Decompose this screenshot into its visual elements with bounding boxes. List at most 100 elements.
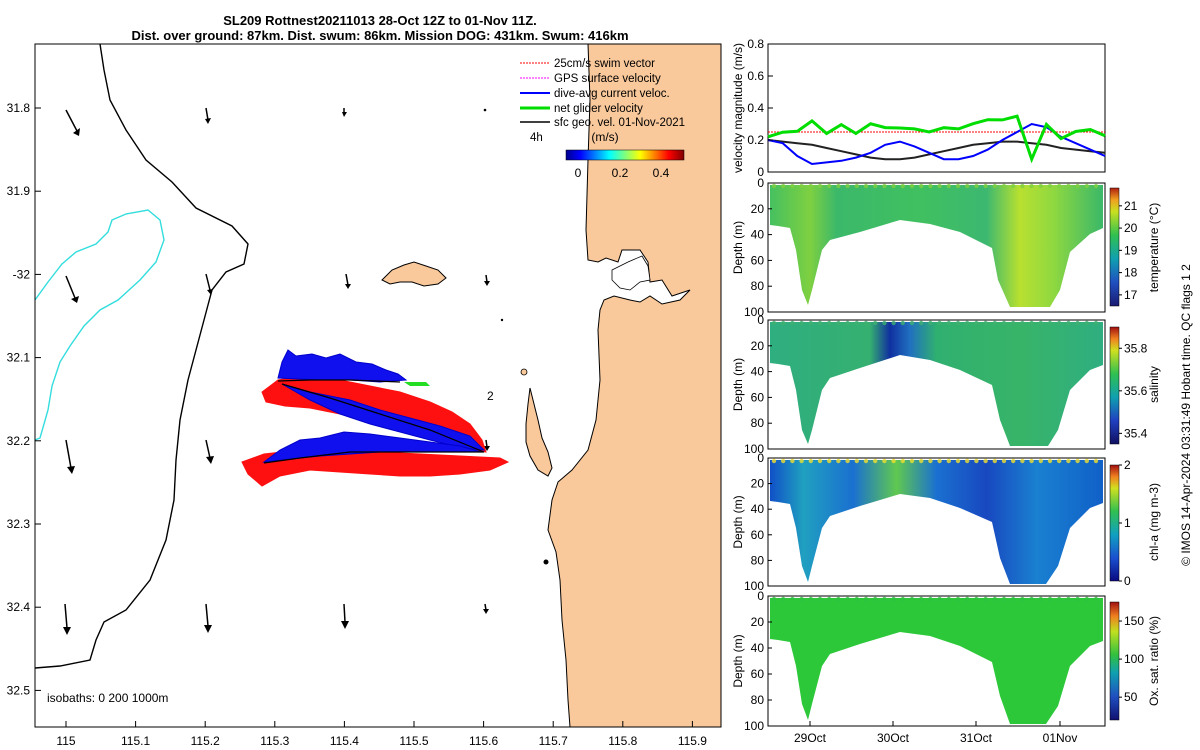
current-arrow bbox=[205, 273, 213, 295]
sample-dot bbox=[965, 320, 970, 326]
sample-dot bbox=[836, 183, 841, 189]
section-ylabel: Depth (m) bbox=[731, 634, 745, 687]
sample-dot bbox=[882, 183, 887, 189]
depth-tick: 100 bbox=[744, 579, 764, 593]
isobath-1000 bbox=[35, 209, 165, 441]
sample-dot bbox=[882, 458, 887, 464]
river bbox=[611, 255, 651, 291]
sample-dot bbox=[1011, 183, 1016, 189]
sample-dot bbox=[827, 596, 832, 602]
sample-dot bbox=[1084, 183, 1090, 189]
colorbar-tick: 1 bbox=[1124, 516, 1131, 530]
legend-label-geo: sfc geo. vel. 01-Nov-2021 bbox=[554, 117, 685, 129]
section-ylabel: Depth (m) bbox=[731, 221, 745, 274]
velocity-panel: 0 0.2 0.4 0.6 0.8 velocity magnitude (m/s) bbox=[731, 37, 1106, 179]
sample-dot bbox=[891, 596, 896, 602]
sample-dot bbox=[771, 596, 777, 602]
sample-dot bbox=[992, 596, 997, 602]
sample-dot bbox=[974, 458, 979, 464]
sample-dot bbox=[790, 183, 795, 189]
depth-tick: 100 bbox=[744, 719, 764, 733]
sample-dot bbox=[827, 183, 832, 189]
colorbar-tick: 0 bbox=[1124, 574, 1131, 588]
sample-dot bbox=[919, 320, 924, 326]
colorbar-tick: 17 bbox=[1124, 288, 1138, 302]
sample-dot bbox=[1093, 320, 1099, 326]
sample-dot bbox=[1020, 596, 1025, 602]
sample-dot bbox=[817, 596, 823, 602]
sample-dot bbox=[873, 183, 878, 189]
colorbar-tick: 2 bbox=[1124, 458, 1131, 472]
sample-dot bbox=[863, 183, 869, 189]
legend-label-swim: 25cm/s swim vector bbox=[554, 58, 655, 70]
velocity-ytick: 0.4 bbox=[747, 101, 764, 115]
sample-dot bbox=[1084, 458, 1090, 464]
lon-tick-label: 115.3 bbox=[260, 734, 289, 748]
sample-dot bbox=[919, 183, 924, 189]
sample-dot bbox=[1093, 183, 1099, 189]
current-arrow bbox=[65, 439, 75, 474]
velocity-ylabel: velocity magnitude (m/s) bbox=[731, 43, 745, 173]
lat-tick-label: 32.2 bbox=[7, 434, 31, 448]
sample-dot bbox=[836, 458, 841, 464]
colorbar-tick: 18 bbox=[1124, 266, 1138, 280]
sample-dot bbox=[1001, 320, 1007, 326]
depth-tick: 60 bbox=[751, 253, 765, 267]
sample-dot bbox=[983, 183, 988, 189]
copyright-note: © IMOS 14-Apr-2024 03:31:49 Hobart time.… bbox=[1179, 264, 1193, 566]
sample-dot bbox=[799, 596, 804, 602]
sample-dot bbox=[900, 458, 905, 464]
sample-dot bbox=[992, 183, 997, 189]
depth-tick: 100 bbox=[744, 305, 764, 319]
sample-dot bbox=[1011, 596, 1016, 602]
colorbar-tick: 21 bbox=[1124, 199, 1138, 213]
colorbar-tick: 100 bbox=[1124, 652, 1144, 666]
lat-tick-label: 32.4 bbox=[7, 600, 31, 614]
sample-dot bbox=[827, 320, 832, 326]
colorbar-title: (m/s) bbox=[591, 130, 618, 144]
sample-dot bbox=[983, 458, 988, 464]
legend-label-gps: GPS surface velocity bbox=[554, 73, 661, 85]
colorbar-label: chl-a (mg m-3) bbox=[1147, 483, 1161, 561]
current-arrow bbox=[342, 108, 347, 117]
sample-dot bbox=[974, 320, 979, 326]
section-ylabel: Depth (m) bbox=[731, 358, 745, 411]
sample-dot bbox=[1001, 183, 1007, 189]
current-arrow bbox=[484, 439, 490, 451]
sample-dot bbox=[1029, 458, 1034, 464]
current-arrow bbox=[484, 274, 490, 286]
sample-dot bbox=[946, 320, 951, 326]
sample-dot bbox=[1038, 458, 1044, 464]
sample-dot bbox=[1093, 596, 1099, 602]
depth-tick: 20 bbox=[751, 202, 765, 216]
sample-dot bbox=[808, 183, 813, 189]
sample-dot bbox=[1075, 183, 1080, 189]
depth-tick: 0 bbox=[757, 451, 764, 465]
depth-tick: 60 bbox=[751, 667, 765, 681]
sample-dot bbox=[955, 458, 961, 464]
sample-dot bbox=[1038, 596, 1044, 602]
lon-tick-label: 115.1 bbox=[121, 734, 150, 748]
sample-dot bbox=[937, 320, 942, 326]
sample-dot bbox=[799, 320, 804, 326]
current-arrow bbox=[341, 603, 349, 629]
lat-tick-label: 32.3 bbox=[7, 517, 31, 531]
colorbar-tick: 50 bbox=[1124, 690, 1138, 704]
current-arrow bbox=[205, 439, 214, 464]
sample-dot bbox=[1084, 596, 1090, 602]
sample-dot bbox=[817, 183, 823, 189]
sample-dot bbox=[882, 596, 887, 602]
sample-dot bbox=[965, 183, 970, 189]
isobath-200 bbox=[35, 44, 249, 669]
depth-tick: 80 bbox=[751, 416, 765, 430]
temperature-panel bbox=[767, 182, 1120, 313]
lat-tick-label: 31.9 bbox=[7, 184, 31, 198]
garden-island bbox=[525, 387, 553, 477]
velocity-ytick: 0 bbox=[757, 165, 764, 179]
oxygen-colorbar bbox=[1109, 601, 1120, 721]
sample-dot bbox=[900, 596, 905, 602]
sample-dot bbox=[919, 596, 924, 602]
temperature-field bbox=[770, 185, 1103, 307]
sample-dot bbox=[891, 183, 896, 189]
sample-dot bbox=[799, 183, 804, 189]
